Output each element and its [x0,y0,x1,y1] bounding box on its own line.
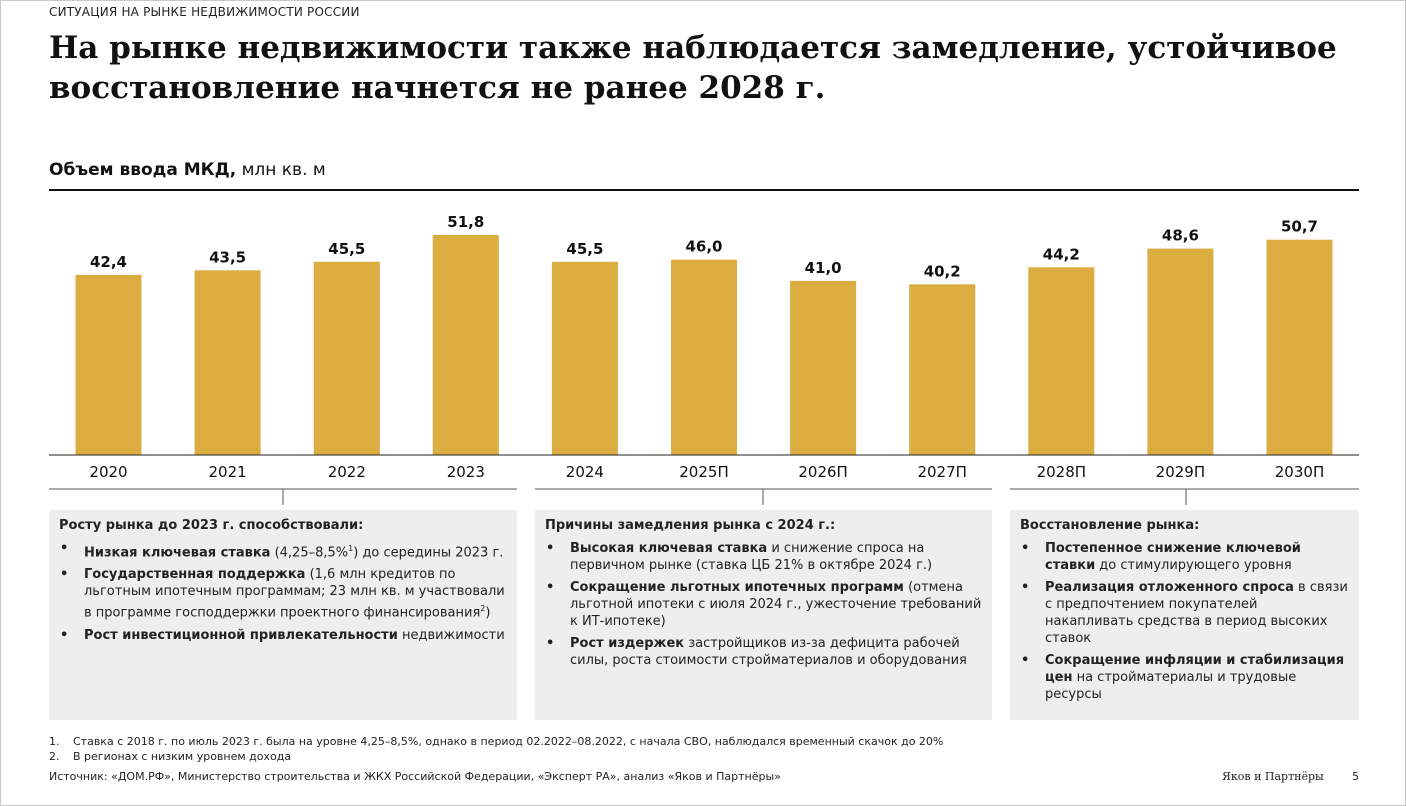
panel-list-item: Реализация отложенного спроса в связи с … [1020,579,1349,647]
panel-list-item: Низкая ключевая ставка (4,25–8,5%1) до с… [59,540,507,561]
chart-title: Объем ввода МКД, млн кв. м [49,160,326,180]
footnote-2-number: 2. [49,750,60,763]
category-label: 2021 [209,463,247,481]
bar-2023 [432,235,499,455]
category-label: 2030П [1275,463,1324,481]
panel-list-item: Государственная поддержка (1,6 млн креди… [59,566,507,621]
item-bold-text: Сокращение льготных ипотечных программ [570,580,904,595]
category-label: 2022 [328,463,366,481]
item-bold-text: Постепенное снижение ключевой ставки [1045,541,1301,573]
value-label: 41,0 [805,259,842,277]
item-bold-text: Государственная поддержка [84,567,306,583]
category-label: 2020 [89,463,127,481]
panel-list-item: Сокращение льготных ипотечных программ (… [545,579,982,630]
category-label: 2025П [679,463,728,481]
bar-2025П [671,259,737,455]
category-label: 2026П [798,463,847,481]
chart-title-unit: млн кв. м [236,160,326,180]
chart-title-bold: Объем ввода МКД, [49,160,237,180]
footnote-marker: 1 [348,544,354,553]
value-label: 48,6 [1162,227,1199,245]
panel-list-item: Высокая ключевая ставка и снижение спрос… [545,540,982,574]
footnote-marker: 2 [480,604,486,614]
panel-list-item: Постепенное снижение ключевой ставки до … [1020,540,1349,574]
bar-2020 [75,274,142,455]
footnote-1-text: Ставка с 2018 г. по июль 2023 г. была на… [73,735,944,748]
panel-list: Высокая ключевая ставка и снижение спрос… [545,540,982,669]
item-bold-text: Высокая ключевая ставка [570,541,768,556]
panel-growth-factors: Росту рынка до 2023 г. способствовали: Ни… [49,510,517,720]
value-label: 45,5 [566,240,603,258]
footnote-1: 1. Ставка с 2018 г. по июль 2023 г. была … [49,735,943,748]
footnote-2-text: В регионах с низким уровнем дохода [73,750,292,763]
bar-chart: 42,4 2020 43,5 2021 45,5 2022 51,8 2023 45,5 2024… [49,213,1359,481]
section-label: СИТУАЦИЯ НА РЫНКЕ НЕДВИЖИМОСТИ РОССИИ [49,5,360,19]
panel-list-item: Рост инвестиционной привлекательности не… [59,627,507,644]
value-label: 40,2 [924,262,961,280]
item-text: на стройматериалы и трудовые ресурсы [1045,670,1297,702]
category-label: 2023 [447,463,485,481]
value-label: 44,2 [1043,245,1080,263]
value-label: 46,0 [685,238,722,256]
bar-2026П [790,280,857,455]
item-bold-text: Реализация отложенного спроса [1045,580,1294,595]
value-label: 50,7 [1281,218,1318,236]
item-text: недвижимости [397,627,505,643]
panel-brackets [49,488,1359,505]
brand-logo: Яков и Партнёры [1222,770,1324,783]
value-label: 43,5 [209,248,246,266]
bar-2027П [909,284,976,455]
value-label: 42,4 [90,253,127,271]
bar-2022 [313,261,380,455]
item-bold-text: Низкая ключевая ставка [84,545,271,561]
item-text: (отмена льготной ипотеки с июля 2024 г.,… [570,580,982,629]
item-bold-text: Рост издержек [570,636,685,651]
item-text: застройщиков из-за дефицита рабочей силы… [570,636,967,668]
panel-recovery: Восстановление рынка: Постепенное снижени… [1010,510,1359,720]
chart-top-rule [49,189,1359,191]
item-text-after: ) [485,605,491,621]
item-text-after: ) до середины 2023 г. [353,545,504,561]
panel-heading: Причины замедления рынка с 2024 г.: [545,518,836,533]
panel-list-item: Сокращение инфляции и стабилизация цен н… [1020,652,1349,703]
category-label: 2024 [566,463,604,481]
item-text: в связи с предпочтением покупателей нака… [1045,580,1348,646]
item-text: и снижение спроса на первичном рынке (ст… [570,541,933,573]
bar-2029П [1147,248,1214,455]
page-title: На рынке недвижимости также наблюдается … [49,30,1337,106]
panel-heading: Восстановление рынка: [1020,518,1200,533]
item-text: (1,6 млн кредитов по льготным ипотечным … [84,567,505,621]
source-note: Источник: «ДОМ.РФ», Министерство строите… [49,770,781,783]
panel-heading: Росту рынка до 2023 г. способствовали: [59,518,364,533]
bracket-left [49,488,517,505]
panel-slowdown-reasons: Причины замедления рынка с 2024 г.: Высок… [535,510,992,720]
panel-list: Низкая ключевая ставка (4,25–8,5%1) до с… [59,540,507,644]
item-bold-text: Сокращение инфляции и стабилизация цен [1045,653,1345,685]
bar-2024 [551,261,618,455]
bar-2030П [1266,239,1333,455]
page-number: 5 [1352,770,1359,783]
value-label: 51,8 [447,213,484,231]
panel-list: Постепенное снижение ключевой ставки до … [1020,540,1349,703]
category-label: 2028П [1037,463,1086,481]
panel-list-item: Рост издержек застройщиков из-за дефицит… [545,635,982,669]
value-label: 45,5 [328,240,365,258]
category-label: 2027П [917,463,966,481]
bracket-middle [535,488,992,505]
category-label: 2029П [1156,463,1205,481]
bar-2021 [194,270,261,455]
footnote-1-number: 1. [49,735,60,748]
item-bold-text: Рост инвестиционной привлекательности [84,627,398,643]
bar-2028П [1028,267,1095,455]
item-text: (4,25–8,5% [270,545,349,561]
item-text: до стимулирующего уровня [1095,558,1292,573]
footnote-2: 2. В регионах с низким уровнем дохода [49,750,291,763]
bracket-right [1010,488,1359,505]
